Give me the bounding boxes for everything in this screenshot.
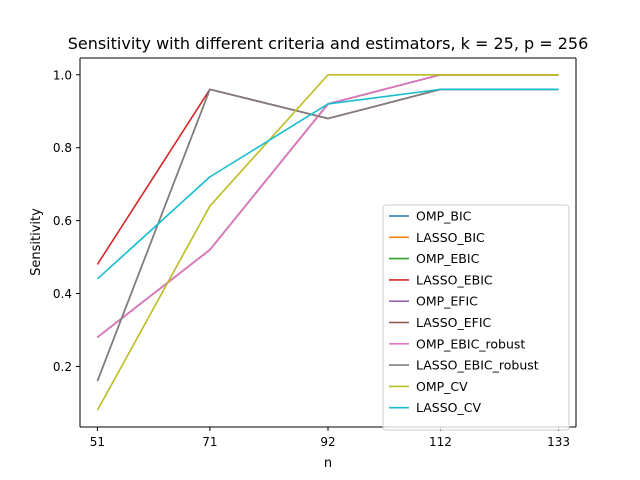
chart-title: Sensitivity with different criteria and … bbox=[68, 34, 589, 53]
y-tick-label: 0.8 bbox=[53, 141, 72, 155]
legend-label: LASSO_EFIC bbox=[416, 315, 492, 330]
legend-label: LASSO_EBIC bbox=[416, 272, 493, 287]
axes: 51 71 92 112 133 0.2 0.4 0.6 0.8 1.0 bbox=[53, 57, 577, 449]
legend-frame bbox=[382, 204, 570, 431]
series-line-omp-cv bbox=[96, 73, 559, 411]
legend-label: OMP_CV bbox=[416, 379, 468, 394]
series-layer bbox=[96, 73, 559, 411]
series-line-lasso-cv bbox=[96, 88, 559, 280]
x-tick-label: 51 bbox=[90, 435, 105, 449]
legend-label: OMP_EBIC_robust bbox=[416, 336, 525, 351]
legend: OMP_BIC LASSO_BIC OMP_EBIC LASSO_EBIC OMP_EF… bbox=[382, 204, 570, 431]
y-axis-label: Sensitivity bbox=[29, 208, 44, 276]
x-tick-label: 71 bbox=[202, 435, 217, 449]
x-tick-label: 133 bbox=[547, 435, 570, 449]
legend-label: OMP_EBIC bbox=[416, 251, 480, 266]
y-tick-label: 1.0 bbox=[53, 68, 72, 82]
legend-label: OMP_EFIC bbox=[416, 294, 478, 309]
x-tick-label: 92 bbox=[320, 435, 335, 449]
legend-label: LASSO_CV bbox=[416, 400, 481, 415]
x-axis-label: n bbox=[324, 456, 332, 471]
x-tick-label: 112 bbox=[429, 435, 452, 449]
y-tick-label: 0.6 bbox=[53, 214, 72, 228]
plot-area: 51 71 92 112 133 0.2 0.4 0.6 0.8 1.0 bbox=[53, 57, 577, 449]
legend-label: LASSO_BIC bbox=[416, 230, 485, 245]
y-tick-label: 0.2 bbox=[53, 360, 72, 374]
y-tick-label: 0.4 bbox=[53, 287, 72, 301]
legend-label: LASSO_EBIC_robust bbox=[416, 358, 539, 373]
legend-label: OMP_BIC bbox=[416, 209, 472, 224]
